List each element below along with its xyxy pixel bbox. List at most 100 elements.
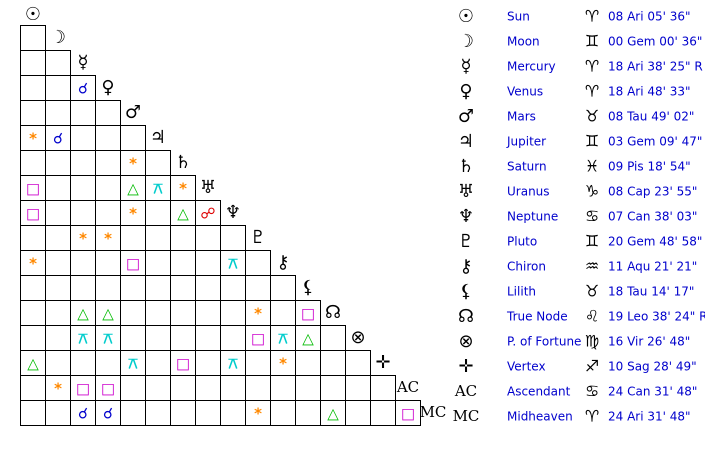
grid-cell xyxy=(120,200,146,226)
grid-cell xyxy=(220,250,246,276)
grid-cell xyxy=(120,325,146,351)
diagonal-glyph: ♄ xyxy=(175,152,191,173)
grid-cell xyxy=(195,400,221,426)
planet-name: Mercury xyxy=(507,60,556,74)
grid-cell xyxy=(195,375,221,401)
grid-cell xyxy=(295,375,321,401)
grid-cell xyxy=(145,400,171,426)
aspect-symbol: △ xyxy=(302,330,314,348)
aspect-symbol: △ xyxy=(327,405,339,423)
sign-glyph: ♐︎ xyxy=(585,357,599,376)
grid-cell xyxy=(220,325,246,351)
planet-position: 16 Vir 26' 48" xyxy=(608,335,690,349)
grid-cell xyxy=(95,350,121,376)
grid-cell xyxy=(195,275,221,301)
planet-name: Uranus xyxy=(507,185,550,199)
grid-cell xyxy=(345,400,371,426)
grid-cell xyxy=(145,250,171,276)
grid-cell xyxy=(170,375,196,401)
grid-cell xyxy=(120,225,146,251)
aspect-symbol: ⚻ xyxy=(78,330,88,348)
planet-glyph: ♄ xyxy=(458,156,474,177)
planet-position: 19 Leo 38' 24" R xyxy=(608,310,705,324)
aspect-symbol: □ xyxy=(26,205,40,223)
grid-cell xyxy=(70,100,96,126)
grid-cell xyxy=(95,300,121,326)
grid-cell xyxy=(70,175,96,201)
diagonal-glyph: ♂ xyxy=(125,102,141,123)
grid-cell xyxy=(220,275,246,301)
aspect-symbol: ☌ xyxy=(78,80,88,98)
grid-cell xyxy=(295,300,321,326)
grid-cell xyxy=(370,375,396,401)
aspect-symbol: ☍ xyxy=(200,205,215,223)
aspect-symbol: △ xyxy=(77,305,89,323)
aspect-symbol: □ xyxy=(301,305,315,323)
planet-name: Venus xyxy=(507,85,543,99)
grid-cell xyxy=(95,275,121,301)
grid-cell xyxy=(120,175,146,201)
sign-glyph: ♈︎ xyxy=(585,57,599,76)
sign-glyph: ♋︎ xyxy=(585,382,599,401)
planet-position: 10 Sag 28' 49" xyxy=(608,360,697,374)
grid-cell xyxy=(170,400,196,426)
sign-glyph: ♈︎ xyxy=(585,82,599,101)
planet-name: Lilith xyxy=(507,285,536,299)
grid-cell xyxy=(20,150,46,176)
grid-cell xyxy=(120,125,146,151)
grid-cell xyxy=(20,275,46,301)
grid-cell xyxy=(245,300,271,326)
sign-glyph: ♓︎ xyxy=(585,157,599,176)
aspect-symbol: * xyxy=(254,405,262,423)
grid-cell xyxy=(70,400,96,426)
grid-cell xyxy=(120,300,146,326)
diagonal-glyph: ♇ xyxy=(250,227,266,248)
grid-cell xyxy=(345,350,371,376)
grid-cell xyxy=(45,400,71,426)
grid-cell xyxy=(70,350,96,376)
grid-cell xyxy=(195,325,221,351)
planet-position: 24 Ari 31' 48" xyxy=(608,410,691,424)
planet-name: Mars xyxy=(507,110,536,124)
aspect-symbol: □ xyxy=(26,180,40,198)
planet-position: 11 Aqu 21' 21" xyxy=(608,260,697,274)
diagonal-glyph: ✛ xyxy=(375,352,390,373)
grid-cell xyxy=(170,350,196,376)
grid-cell xyxy=(320,400,346,426)
grid-cell xyxy=(370,400,396,426)
aspect-symbol: ☌ xyxy=(78,405,88,423)
aspect-symbol: ⚻ xyxy=(103,330,113,348)
sign-glyph: ♊︎ xyxy=(585,132,599,151)
aspect-symbol: □ xyxy=(101,380,115,398)
planet-glyph: ♅ xyxy=(458,181,474,202)
sign-glyph: ♈︎ xyxy=(585,407,599,426)
planet-name: P. of Fortune xyxy=(507,335,581,349)
sign-glyph: ♑︎ xyxy=(585,182,599,201)
planet-name: Moon xyxy=(507,35,540,49)
planet-name: Ascendant xyxy=(507,385,571,399)
sign-glyph: ♌︎ xyxy=(585,307,599,326)
planet-glyph: ♇ xyxy=(458,231,474,252)
grid-cell xyxy=(95,400,121,426)
grid-cell xyxy=(145,325,171,351)
diagonal-glyph: ☉ xyxy=(25,4,41,25)
sign-glyph: ♊︎ xyxy=(585,232,599,251)
diagonal-glyph: ☊ xyxy=(325,302,341,323)
grid-cell xyxy=(70,200,96,226)
grid-cell xyxy=(20,350,46,376)
grid-cell xyxy=(20,325,46,351)
aspect-symbol: * xyxy=(29,130,37,148)
grid-cell xyxy=(70,250,96,276)
grid-cell xyxy=(45,250,71,276)
diagonal-glyph: ☿ xyxy=(77,52,88,73)
grid-cell xyxy=(295,350,321,376)
grid-cell xyxy=(170,225,196,251)
grid-cell xyxy=(170,300,196,326)
aspect-symbol: △ xyxy=(102,305,114,323)
grid-cell xyxy=(295,400,321,426)
grid-cell xyxy=(145,375,171,401)
grid-cell xyxy=(45,75,71,101)
grid-cell xyxy=(120,250,146,276)
grid-cell xyxy=(95,175,121,201)
